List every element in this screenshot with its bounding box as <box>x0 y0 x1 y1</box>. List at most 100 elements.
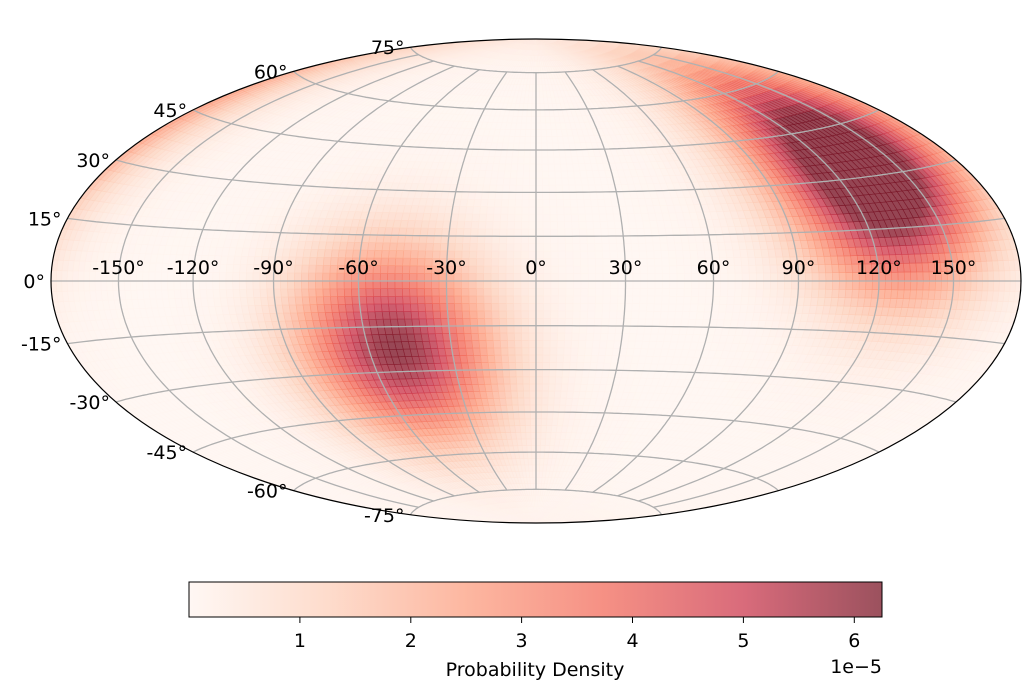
density-cell <box>479 341 487 348</box>
density-cell <box>579 326 587 333</box>
density-cell <box>640 289 648 297</box>
density-cell <box>558 326 565 333</box>
density-cell <box>508 341 515 348</box>
density-cell <box>631 311 639 319</box>
density-cell <box>220 289 227 297</box>
density-cell <box>543 318 550 325</box>
density-cell <box>593 333 601 340</box>
density-cell <box>405 319 413 327</box>
density-cell <box>646 311 654 319</box>
density-cell <box>541 419 547 426</box>
density-cell <box>549 362 556 369</box>
density-cell <box>558 303 566 311</box>
density-cell <box>233 289 240 297</box>
density-cell <box>344 289 352 297</box>
density-cell <box>551 303 559 310</box>
density-cell <box>514 326 522 333</box>
density-cell <box>550 348 557 355</box>
density-cell <box>598 348 606 355</box>
density-cell <box>609 311 617 319</box>
density-cell <box>200 290 207 299</box>
density-cell <box>489 370 497 377</box>
density-cell <box>565 311 573 318</box>
density-cell <box>518 405 524 412</box>
density-cell <box>596 289 604 297</box>
density-cell <box>447 296 455 304</box>
density-cell <box>630 319 638 327</box>
density-cell <box>503 370 510 377</box>
density-cell <box>519 412 525 419</box>
density-cell <box>506 303 514 311</box>
density-cell <box>498 391 505 398</box>
density-cell <box>562 377 569 384</box>
density-cell <box>536 398 542 405</box>
density-cell <box>302 297 310 305</box>
density-cell <box>388 296 396 304</box>
density-cell <box>486 333 494 340</box>
density-cell <box>503 377 510 384</box>
density-cell <box>691 296 699 304</box>
density-cell <box>536 362 543 369</box>
density-cell <box>425 296 433 304</box>
density-cell <box>550 340 557 347</box>
density-cell <box>565 326 573 333</box>
density-cell <box>611 289 619 297</box>
density-cell <box>485 318 493 326</box>
density-cell <box>174 290 181 299</box>
density-cell <box>595 304 603 312</box>
density-cell <box>411 311 419 319</box>
density-cell <box>548 391 555 398</box>
density-cell <box>575 370 583 377</box>
density-cell <box>573 311 581 318</box>
density-cell <box>366 296 374 304</box>
density-cell <box>529 289 537 296</box>
density-cell <box>610 296 618 304</box>
density-cell <box>543 303 551 310</box>
density-cell <box>498 384 505 391</box>
density-cell <box>573 296 581 303</box>
density-cell <box>558 289 566 296</box>
density-cell <box>755 297 763 305</box>
density-cell <box>425 304 433 312</box>
density-cell <box>374 304 382 312</box>
density-cell <box>536 439 541 446</box>
density-cell <box>573 289 581 297</box>
density-cell <box>804 297 812 305</box>
density-cell <box>580 318 588 326</box>
density-cell <box>447 304 455 312</box>
density-cell <box>528 459 532 465</box>
density-cell <box>481 363 489 370</box>
density-cell <box>585 341 593 348</box>
density-cell <box>389 304 397 312</box>
density-cell <box>410 296 418 304</box>
density-cell <box>514 296 522 304</box>
density-cell <box>556 362 563 369</box>
density-cell <box>529 303 536 310</box>
density-cell <box>524 391 530 398</box>
density-cell <box>585 348 593 355</box>
density-cell <box>541 432 546 439</box>
density-cell <box>529 465 533 471</box>
density-cell <box>403 296 411 304</box>
density-cell <box>529 362 536 369</box>
density-cell <box>690 304 698 312</box>
density-cell <box>624 311 632 319</box>
density-cell <box>506 405 513 412</box>
density-cell <box>410 304 418 312</box>
density-cell <box>523 452 528 459</box>
density-cell <box>640 296 648 304</box>
density-cell <box>288 297 296 305</box>
density-cell <box>508 355 515 362</box>
density-cell <box>500 333 508 340</box>
density-cell <box>456 326 464 334</box>
density-cell <box>637 326 645 334</box>
density-cell <box>499 289 507 297</box>
density-cell <box>639 304 647 312</box>
density-cell <box>473 348 481 355</box>
density-cell <box>543 340 550 347</box>
density-cell <box>497 377 504 384</box>
density-cell <box>366 289 374 297</box>
density-cell <box>418 304 426 312</box>
density-cell <box>542 412 548 419</box>
